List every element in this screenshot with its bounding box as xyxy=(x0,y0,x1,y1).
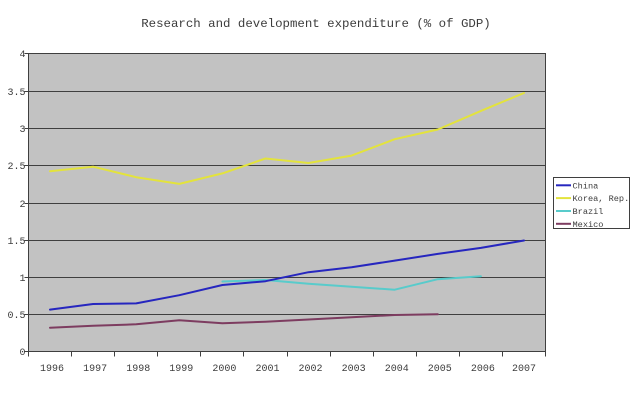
svg-text:Research and development expen: Research and development expenditure (% … xyxy=(141,17,490,31)
svg-text:2000: 2000 xyxy=(212,364,236,375)
svg-text:1998: 1998 xyxy=(126,364,150,375)
svg-text:2006: 2006 xyxy=(471,364,495,375)
svg-text:4: 4 xyxy=(19,50,25,61)
svg-text:3: 3 xyxy=(19,125,25,136)
svg-text:China: China xyxy=(573,181,599,191)
svg-text:1997: 1997 xyxy=(83,364,107,375)
svg-text:1.5: 1.5 xyxy=(7,237,25,248)
svg-text:2: 2 xyxy=(19,200,25,211)
svg-text:2001: 2001 xyxy=(255,364,279,375)
svg-text:Brazil: Brazil xyxy=(573,207,604,217)
svg-text:1999: 1999 xyxy=(169,364,193,375)
svg-text:1996: 1996 xyxy=(40,364,64,375)
svg-text:2005: 2005 xyxy=(428,364,452,375)
svg-text:2.5: 2.5 xyxy=(7,162,25,173)
svg-text:3.5: 3.5 xyxy=(7,88,25,99)
svg-text:Korea, Rep.: Korea, Rep. xyxy=(573,194,630,204)
svg-text:0: 0 xyxy=(19,348,25,359)
svg-text:2004: 2004 xyxy=(385,364,409,375)
svg-text:1: 1 xyxy=(19,274,25,285)
svg-text:0.5: 0.5 xyxy=(7,311,25,322)
svg-text:Mexico: Mexico xyxy=(573,220,604,230)
svg-text:2002: 2002 xyxy=(298,364,322,375)
svg-text:2007: 2007 xyxy=(512,364,536,375)
svg-text:2003: 2003 xyxy=(342,364,366,375)
